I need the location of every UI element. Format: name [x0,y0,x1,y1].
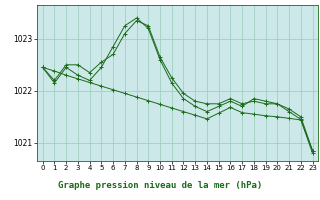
Text: Graphe pression niveau de la mer (hPa): Graphe pression niveau de la mer (hPa) [58,182,262,190]
